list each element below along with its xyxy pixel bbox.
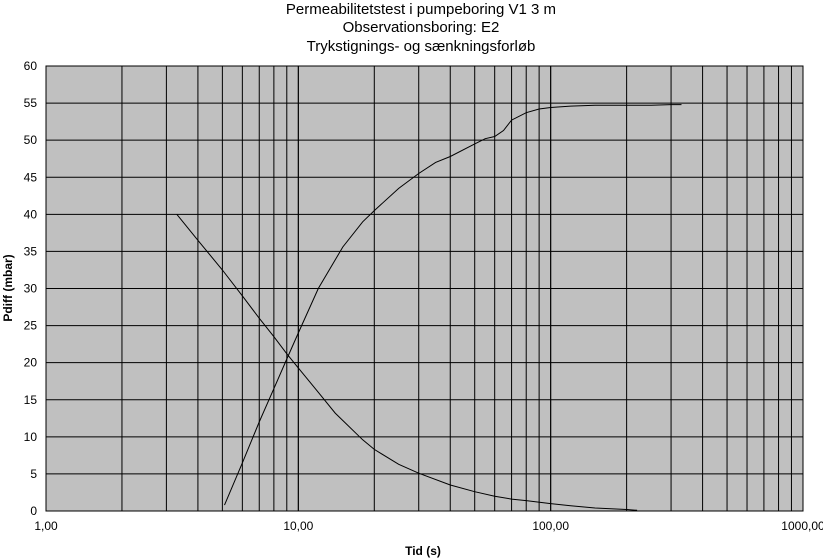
y-tick-label: 35 xyxy=(24,244,38,258)
y-tick-label: 55 xyxy=(24,96,38,110)
y-tick-label: 60 xyxy=(24,59,38,73)
y-axis-label: Pdiff (mbar) xyxy=(1,254,15,321)
y-tick-label: 10 xyxy=(24,430,38,444)
y-tick-label: 5 xyxy=(30,467,37,481)
y-tick-label: 40 xyxy=(24,207,38,221)
y-tick-label: 25 xyxy=(24,319,38,333)
y-gridlines xyxy=(46,65,803,512)
chart-title-line-2: Observationsboring: E2 xyxy=(343,19,500,36)
x-tick-label: 10,00 xyxy=(283,519,313,533)
y-tick-label: 45 xyxy=(24,170,38,184)
y-tick-label: 15 xyxy=(24,393,38,407)
y-tick-label: 30 xyxy=(24,282,38,296)
y-tick-label: 50 xyxy=(24,133,38,147)
x-tick-labels: 1,00 10,00 100,00 1000,00 xyxy=(34,519,823,533)
x-tick-label: 100,00 xyxy=(532,519,569,533)
y-tick-label: 0 xyxy=(30,504,37,518)
x-tick-label: 1000,00 xyxy=(781,519,823,533)
y-tick-labels: 0 5 10 15 20 25 30 35 40 45 50 55 60 xyxy=(24,59,38,518)
chart-title-line-3: Trykstignings- og sænkningsforløb xyxy=(307,38,536,55)
y-tick-label: 20 xyxy=(24,356,38,370)
series-line-1 xyxy=(224,104,682,506)
series-line-2 xyxy=(176,213,638,511)
x-axis-label: Tid (s) xyxy=(405,544,441,558)
chart-title-line-1: Permeabilitetstest i pumpeboring V1 3 m xyxy=(286,1,556,18)
x-tick-label: 1,00 xyxy=(34,519,58,533)
series-layer xyxy=(176,104,682,511)
